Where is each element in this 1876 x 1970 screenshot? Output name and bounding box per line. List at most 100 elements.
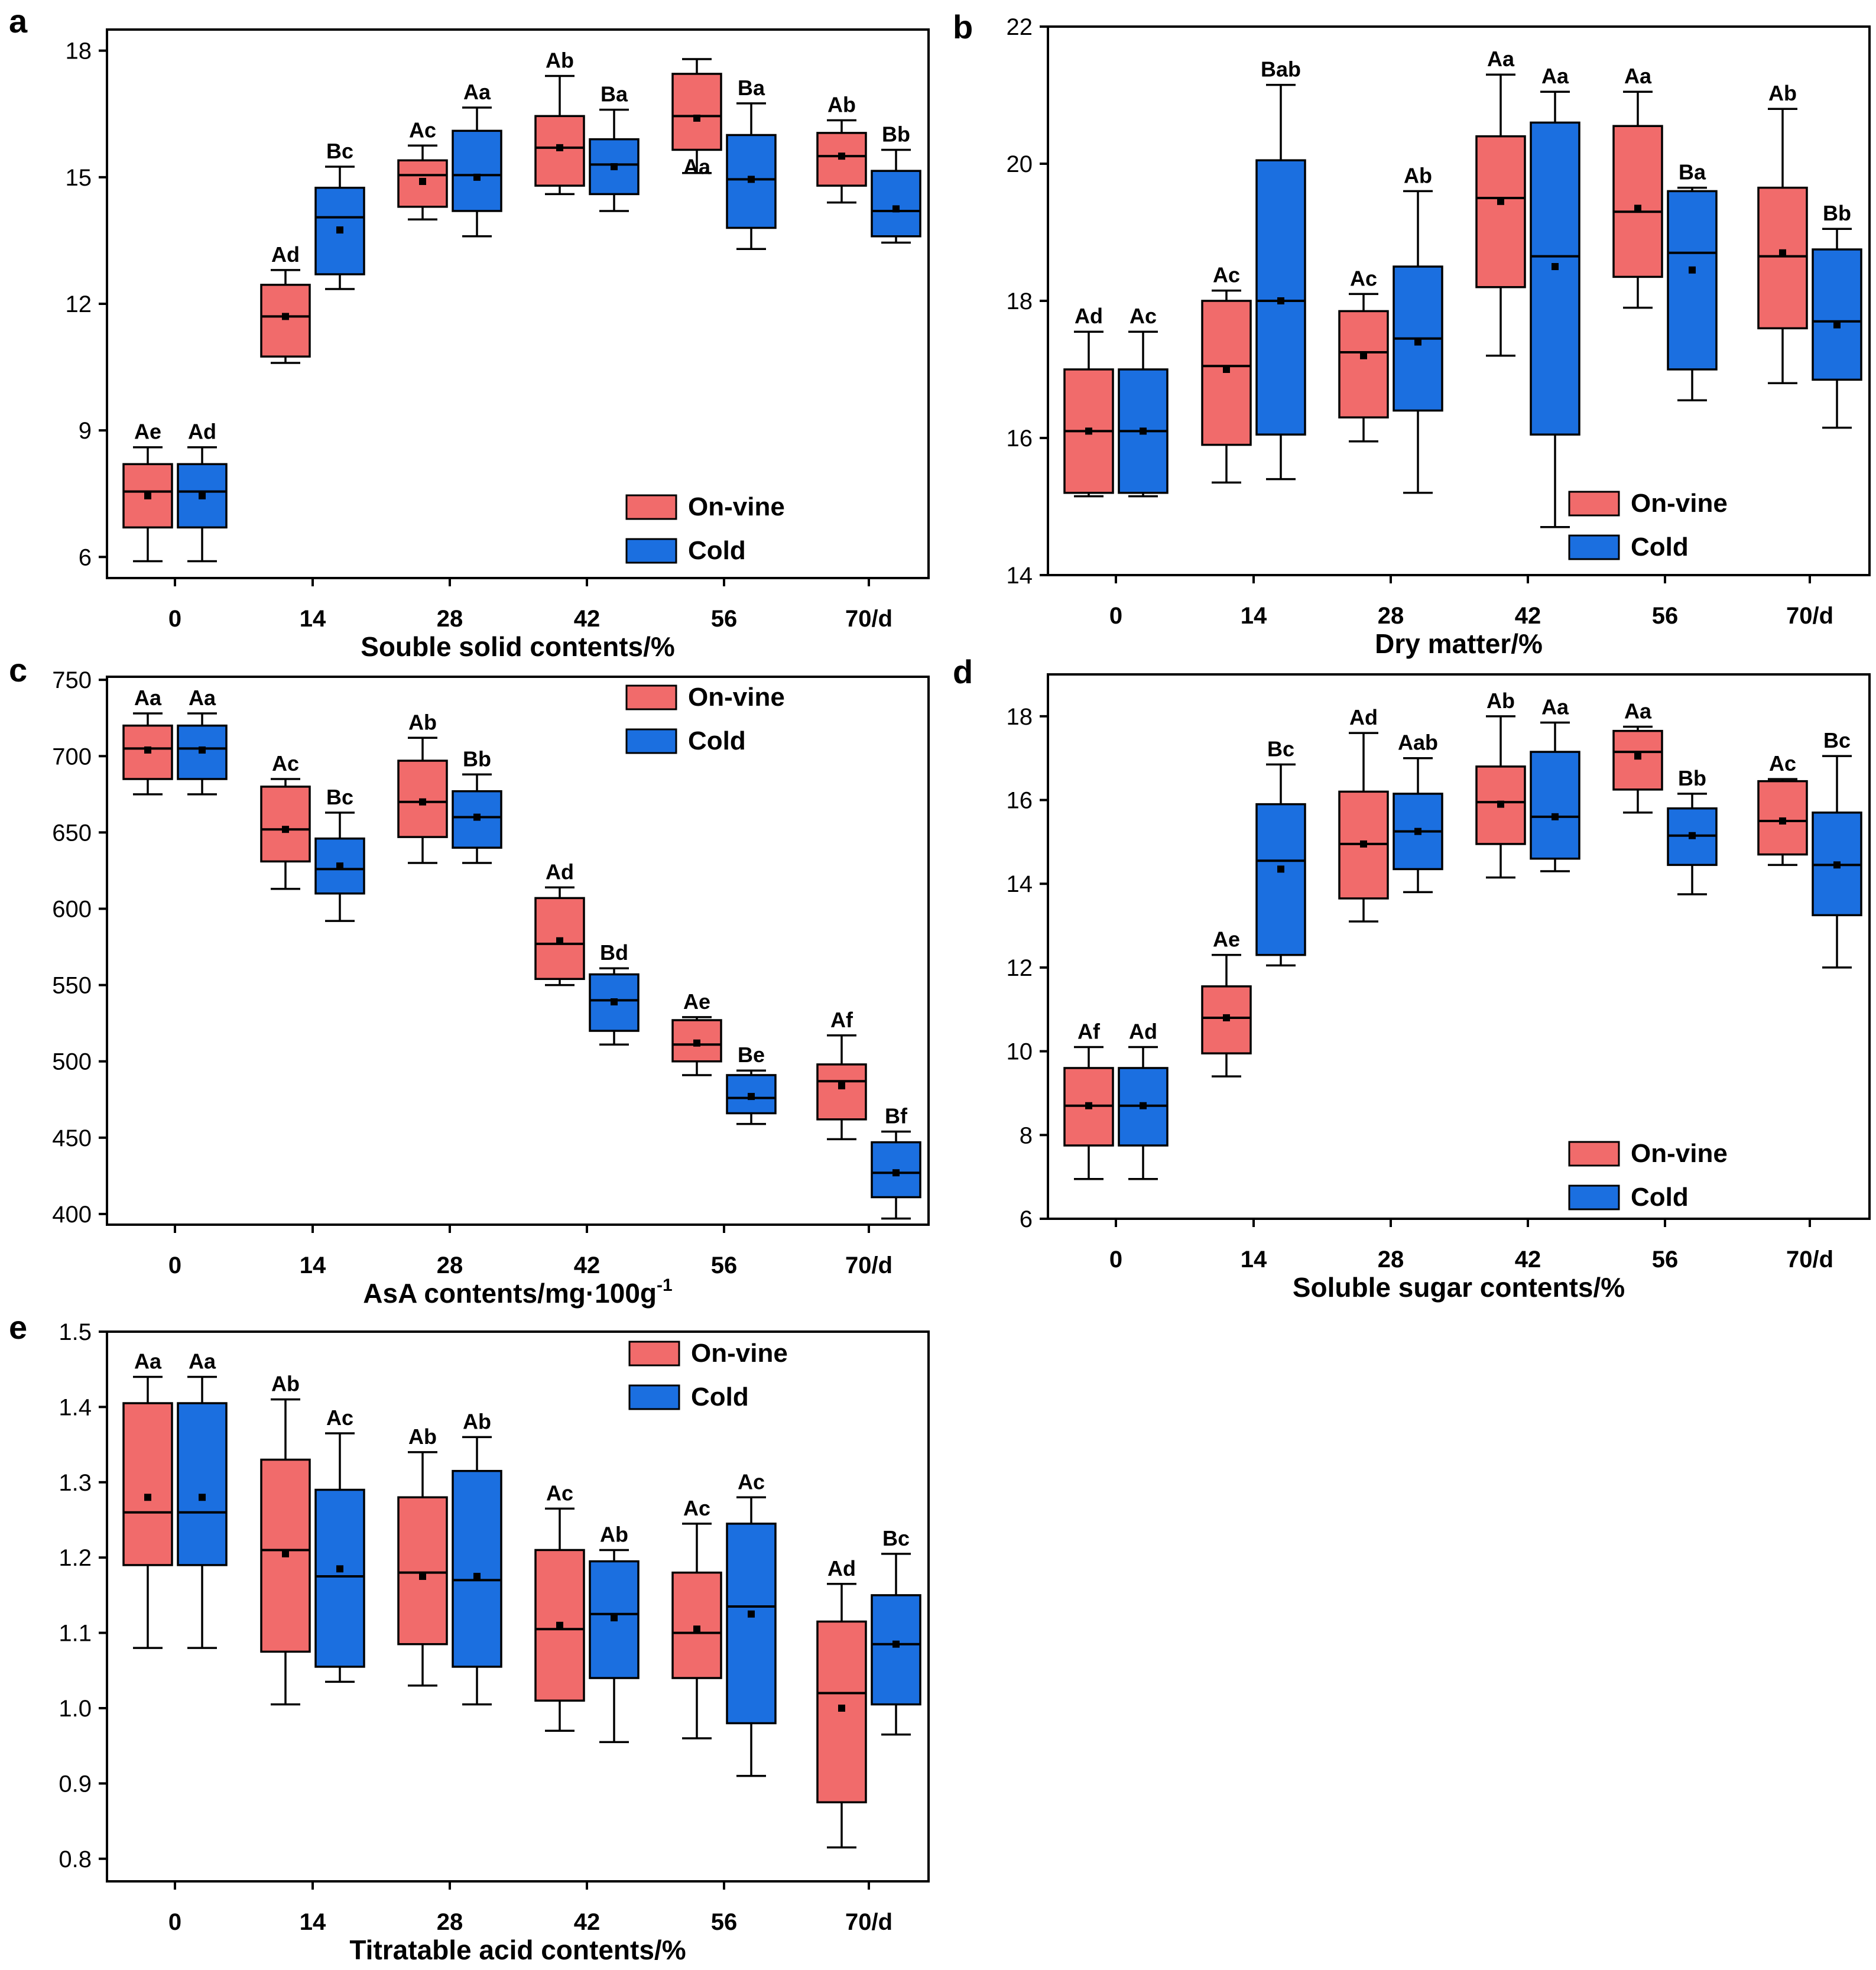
y-tick-label: 750	[52, 667, 92, 693]
x-tick-label: 70/d	[845, 1252, 892, 1278]
box-body	[1612, 729, 1663, 791]
significance-label: Ac	[1350, 266, 1377, 290]
legend-label: Cold	[1631, 533, 1689, 562]
y-tick-label: 650	[52, 820, 92, 846]
box-onvine-3: Ad	[534, 859, 585, 986]
mean-marker	[199, 746, 206, 754]
x-tick-label: 56	[711, 1909, 738, 1935]
y-tick-label: 400	[52, 1202, 92, 1228]
significance-label: Bc	[882, 1526, 910, 1550]
y-tick-label: 22	[1007, 14, 1033, 40]
significance-label: Ac	[546, 1481, 573, 1505]
x-tick-label: 0	[168, 1909, 181, 1935]
y-tick-label: 1.3	[59, 1470, 92, 1496]
box-onvine-0: Ae	[122, 420, 173, 563]
x-tick-label: 56	[1652, 603, 1679, 629]
significance-label: Ab	[1768, 81, 1797, 105]
x-axis-title: AsA contents/mg·100g-1	[363, 1276, 672, 1309]
significance-label: Ab	[1486, 689, 1515, 713]
box-cold-3: Ab	[589, 1522, 640, 1744]
box-onvine-3: Aa	[1475, 47, 1526, 357]
x-tick-label: 70/d	[845, 1909, 892, 1935]
mean-marker	[1833, 861, 1841, 869]
box-onvine-4: Ae	[671, 989, 722, 1076]
mean-marker	[144, 492, 151, 499]
panel-letter: c	[9, 651, 27, 689]
significance-label: Bb	[1823, 201, 1851, 225]
box-onvine-0: Ad	[1063, 304, 1114, 498]
significance-label: Ac	[272, 751, 299, 775]
box-body	[726, 1523, 777, 1725]
x-axis-title: Dry matter/%	[1375, 628, 1543, 659]
mean-marker	[336, 1565, 343, 1573]
legend-swatch-cold	[1568, 534, 1620, 560]
significance-label: Bab	[1261, 57, 1301, 82]
box-onvine-1: Ab	[260, 1372, 311, 1706]
y-tick-label: 20	[1007, 151, 1033, 177]
mean-marker	[1497, 800, 1504, 808]
box-body	[314, 1488, 365, 1668]
box-cold-3: Ba	[589, 82, 640, 212]
plot-frame	[106, 676, 930, 1226]
box-body	[1812, 248, 1862, 381]
significance-label: Aab	[1398, 731, 1438, 755]
x-tick-label: 14	[300, 606, 326, 632]
box-cold-2: Aab	[1393, 731, 1443, 894]
mean-marker	[1223, 366, 1230, 373]
mean-marker	[473, 173, 481, 181]
significance-label: Bc	[326, 139, 353, 163]
legend-label: On-vine	[1631, 489, 1728, 518]
x-axis-title: Souble solid contents/%	[361, 631, 675, 662]
mean-marker	[1552, 813, 1559, 820]
mean-marker	[1140, 427, 1147, 435]
significance-label: Ac	[1769, 751, 1796, 775]
legend-swatch-cold	[628, 1384, 680, 1410]
box-onvine-1: Ac	[260, 751, 311, 890]
significance-label: Aa	[1624, 699, 1652, 723]
box-body	[1475, 135, 1526, 288]
y-tick-label: 1.5	[59, 1319, 92, 1345]
significance-label: Be	[738, 1043, 765, 1067]
legend-swatch-cold	[625, 728, 677, 754]
box-body	[260, 786, 311, 863]
box-onvine-5: Ab	[816, 92, 867, 204]
plot-frame	[1047, 673, 1871, 1220]
significance-label: Ac	[326, 1406, 353, 1430]
panel-a: a 6 9 12 15 18 0 14 28 42 56 70/d Souble solid conte…	[9, 2, 930, 662]
box-body	[452, 1469, 502, 1668]
legend-label: Cold	[688, 536, 746, 565]
box-cold-5: Bb	[871, 122, 921, 244]
y-tick-label: 1.0	[59, 1696, 92, 1722]
box-body	[1255, 803, 1306, 956]
mean-marker	[199, 1494, 206, 1501]
legend: On-vine Cold	[625, 492, 785, 565]
box-onvine-2: Ac	[1338, 266, 1389, 443]
mean-marker	[282, 313, 289, 320]
box-body	[871, 1594, 921, 1706]
mean-marker	[419, 798, 426, 806]
box-cold-0: Ad	[1118, 1020, 1169, 1180]
x-tick-label: 0	[168, 1252, 181, 1278]
box-body	[671, 1571, 722, 1679]
box-onvine-1: Ad	[260, 242, 311, 364]
x-tick-label: 28	[437, 606, 463, 632]
significance-label: Bb	[882, 122, 910, 146]
significance-label: Ad	[827, 1556, 856, 1580]
y-tick-label: 500	[52, 1049, 92, 1075]
x-axis-title-superscript: -1	[657, 1276, 673, 1295]
box-body	[397, 1496, 448, 1646]
box-cold-1: Bc	[314, 785, 365, 922]
mean-marker	[1833, 321, 1841, 329]
significance-label: Ac	[1213, 263, 1240, 287]
x-tick-label: 56	[711, 606, 738, 632]
significance-label: Ba	[601, 82, 628, 106]
box-onvine-4: Aa	[671, 58, 722, 179]
x-tick-label: 70/d	[845, 606, 892, 632]
y-tick-label: 14	[1007, 563, 1033, 589]
panel-letter: b	[953, 8, 973, 46]
box-onvine-0: Aa	[122, 686, 173, 796]
significance-label: Bc	[326, 785, 353, 809]
panel-letter: d	[953, 653, 973, 690]
legend-label: Cold	[1631, 1183, 1689, 1212]
box-body	[1612, 125, 1663, 278]
